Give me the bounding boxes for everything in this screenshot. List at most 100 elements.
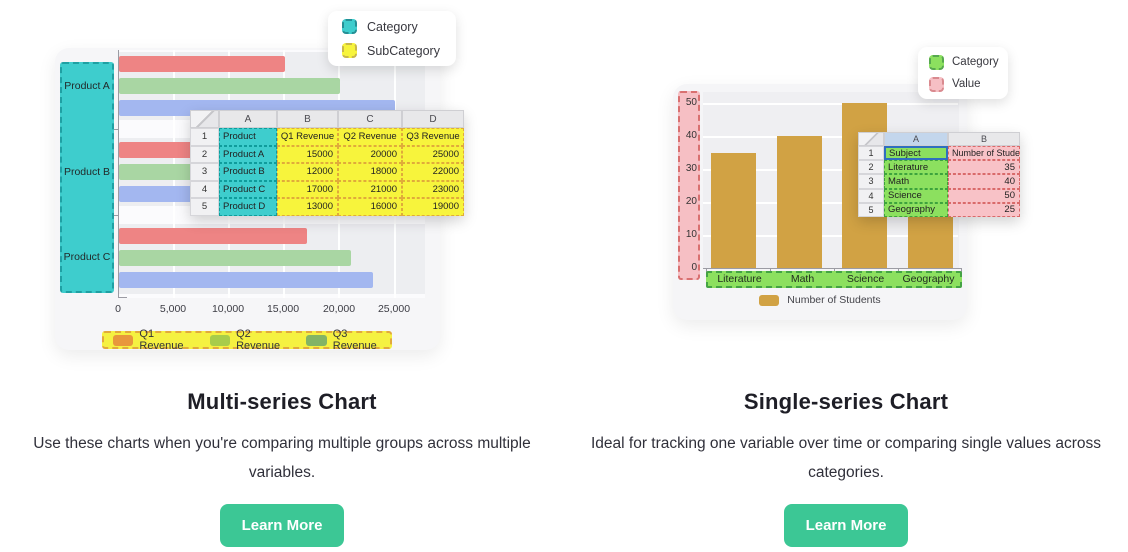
bar-product-a-q1 — [119, 56, 285, 72]
sheet-cell: 15000 — [277, 145, 338, 163]
x-tick-label: 0 — [115, 303, 121, 315]
subcategory-swatch-icon — [342, 43, 357, 58]
section-title: Single-series Chart — [743, 389, 949, 414]
x-axis-label: Geography — [902, 273, 955, 285]
x-tick-label: 10,000 — [211, 303, 245, 315]
sheet-cell: Geography — [884, 202, 948, 217]
axis-tick — [770, 268, 771, 273]
q1-swatch-icon — [113, 334, 134, 346]
sheet-cell: 16000 — [338, 198, 402, 216]
bar-math — [777, 136, 822, 268]
sheet-cell: 22000 — [402, 163, 464, 181]
gridline — [703, 169, 958, 171]
category-swatch-icon — [929, 54, 944, 70]
y-tick-label: 0 — [691, 262, 697, 273]
legend-label: Value — [952, 78, 981, 90]
legend-label: SubCategory — [367, 43, 440, 58]
axis-tick — [706, 268, 707, 273]
x-axis-line — [703, 268, 961, 269]
x-axis-label: Literature — [717, 273, 762, 285]
section-description: Ideal for tracking one variable over tim… — [590, 435, 1102, 481]
legend-label: Category — [952, 56, 999, 68]
gridline — [703, 202, 958, 204]
series-swatch-icon — [759, 294, 780, 306]
sheet-cell: 35 — [948, 160, 1020, 175]
column-header: D — [402, 110, 464, 128]
single-series-text-block: Single-series Chart Ideal for tracking o… — [564, 389, 1128, 548]
sheet-corner-cell — [190, 110, 219, 128]
y-tick-label: 20 — [685, 196, 697, 207]
single-series-panel: 50 40 30 20 10 0 Literature Math Science… — [564, 0, 1128, 552]
row-number: 5 — [190, 198, 219, 216]
sheet-cell: Science — [884, 188, 948, 203]
x-axis-label: Math — [790, 273, 815, 285]
category-highlight-strip: Literature Math Science Geography — [706, 271, 962, 288]
legend-row-subcategory: SubCategory — [342, 43, 456, 58]
gridline — [703, 103, 958, 105]
x-tick-label: 15,000 — [266, 303, 300, 315]
sheet-cell: 20000 — [338, 145, 402, 163]
axis-tick — [118, 297, 127, 298]
bar-product-c-q3 — [119, 272, 373, 288]
bar-product-c-q1 — [119, 228, 307, 244]
sheet-cell: 23000 — [402, 180, 464, 198]
sheet-cell: Number of Students — [948, 146, 1020, 161]
legend-row-category: Category — [342, 19, 456, 34]
bar-literature — [711, 153, 756, 268]
learn-more-button[interactable]: Learn More — [220, 504, 344, 548]
value-highlight-box — [678, 91, 700, 280]
column-header: B — [277, 110, 338, 128]
x-axis-label: Science — [846, 273, 885, 285]
sheet-cell: 12000 — [277, 163, 338, 181]
sheet-cell: Q1 Revenue — [277, 128, 338, 146]
row-number: 4 — [190, 180, 219, 198]
row-number: 3 — [190, 163, 219, 181]
sheet-cell: Literature — [884, 160, 948, 175]
sheet-cell: Product — [219, 128, 277, 146]
single-series-chart-card: 50 40 30 20 10 0 Literature Math Science… — [673, 84, 967, 320]
legend-row-category: Category — [929, 54, 1008, 70]
bar-product-a-q2 — [119, 78, 340, 94]
sheet-cell: 25000 — [402, 145, 464, 163]
revenue-spreadsheet: A B C D 1 Product Q1 Revenue Q2 Revenue … — [190, 110, 464, 216]
row-number: 4 — [858, 188, 884, 203]
sheet-cell: 40 — [948, 174, 1020, 189]
mapping-legend: Category SubCategory — [328, 11, 456, 66]
legend-label: Q1 Revenue — [139, 328, 184, 352]
y-axis-line — [118, 50, 119, 298]
legend-item-q1: Q1 Revenue — [113, 328, 197, 352]
column-header: B — [948, 132, 1020, 146]
sheet-cell: 50 — [948, 188, 1020, 203]
learn-more-button[interactable]: Learn More — [784, 504, 908, 548]
column-header: A — [884, 132, 948, 146]
row-number: 3 — [858, 174, 884, 189]
series-legend: Number of Students — [673, 294, 967, 306]
legend-item-q3: Q3 Revenue — [306, 328, 390, 352]
axis-tick — [834, 268, 835, 273]
column-header: A — [219, 110, 277, 128]
axis-tick — [961, 268, 962, 273]
y-tick-label: 40 — [685, 130, 697, 141]
x-tick-label: 20,000 — [322, 303, 356, 315]
y-tick-label: 10 — [685, 229, 697, 240]
category-swatch-icon — [342, 19, 357, 34]
sheet-cell: Product B — [219, 163, 277, 181]
sheet-cell: Math — [884, 174, 948, 189]
sheet-corner-cell — [858, 132, 884, 146]
column-header: C — [338, 110, 402, 128]
row-number: 1 — [858, 146, 884, 161]
sheet-cell: Product C — [219, 180, 277, 198]
section-title: Multi-series Chart — [187, 389, 377, 414]
subcategory-legend-strip: Q1 Revenue Q2 Revenue Q3 Revenue — [102, 328, 392, 352]
y-tick-label: 50 — [685, 97, 697, 108]
legend-label: Number of Students — [787, 294, 881, 306]
sheet-cell: 25 — [948, 202, 1020, 217]
multi-series-panel: Product A Product B Product C 0 5,000 10… — [33, 11, 531, 548]
section-description: Use these charts when you're comparing m… — [33, 435, 531, 481]
q2-swatch-icon — [209, 334, 231, 346]
x-tick-label: 25,000 — [377, 303, 411, 315]
students-spreadsheet: A B 1 Subject Number of Students 2 Liter… — [858, 132, 1020, 217]
mapping-legend: Category Value — [918, 47, 1008, 99]
sheet-cell: Q3 Revenue — [402, 128, 464, 146]
q3-swatch-icon — [306, 334, 327, 346]
